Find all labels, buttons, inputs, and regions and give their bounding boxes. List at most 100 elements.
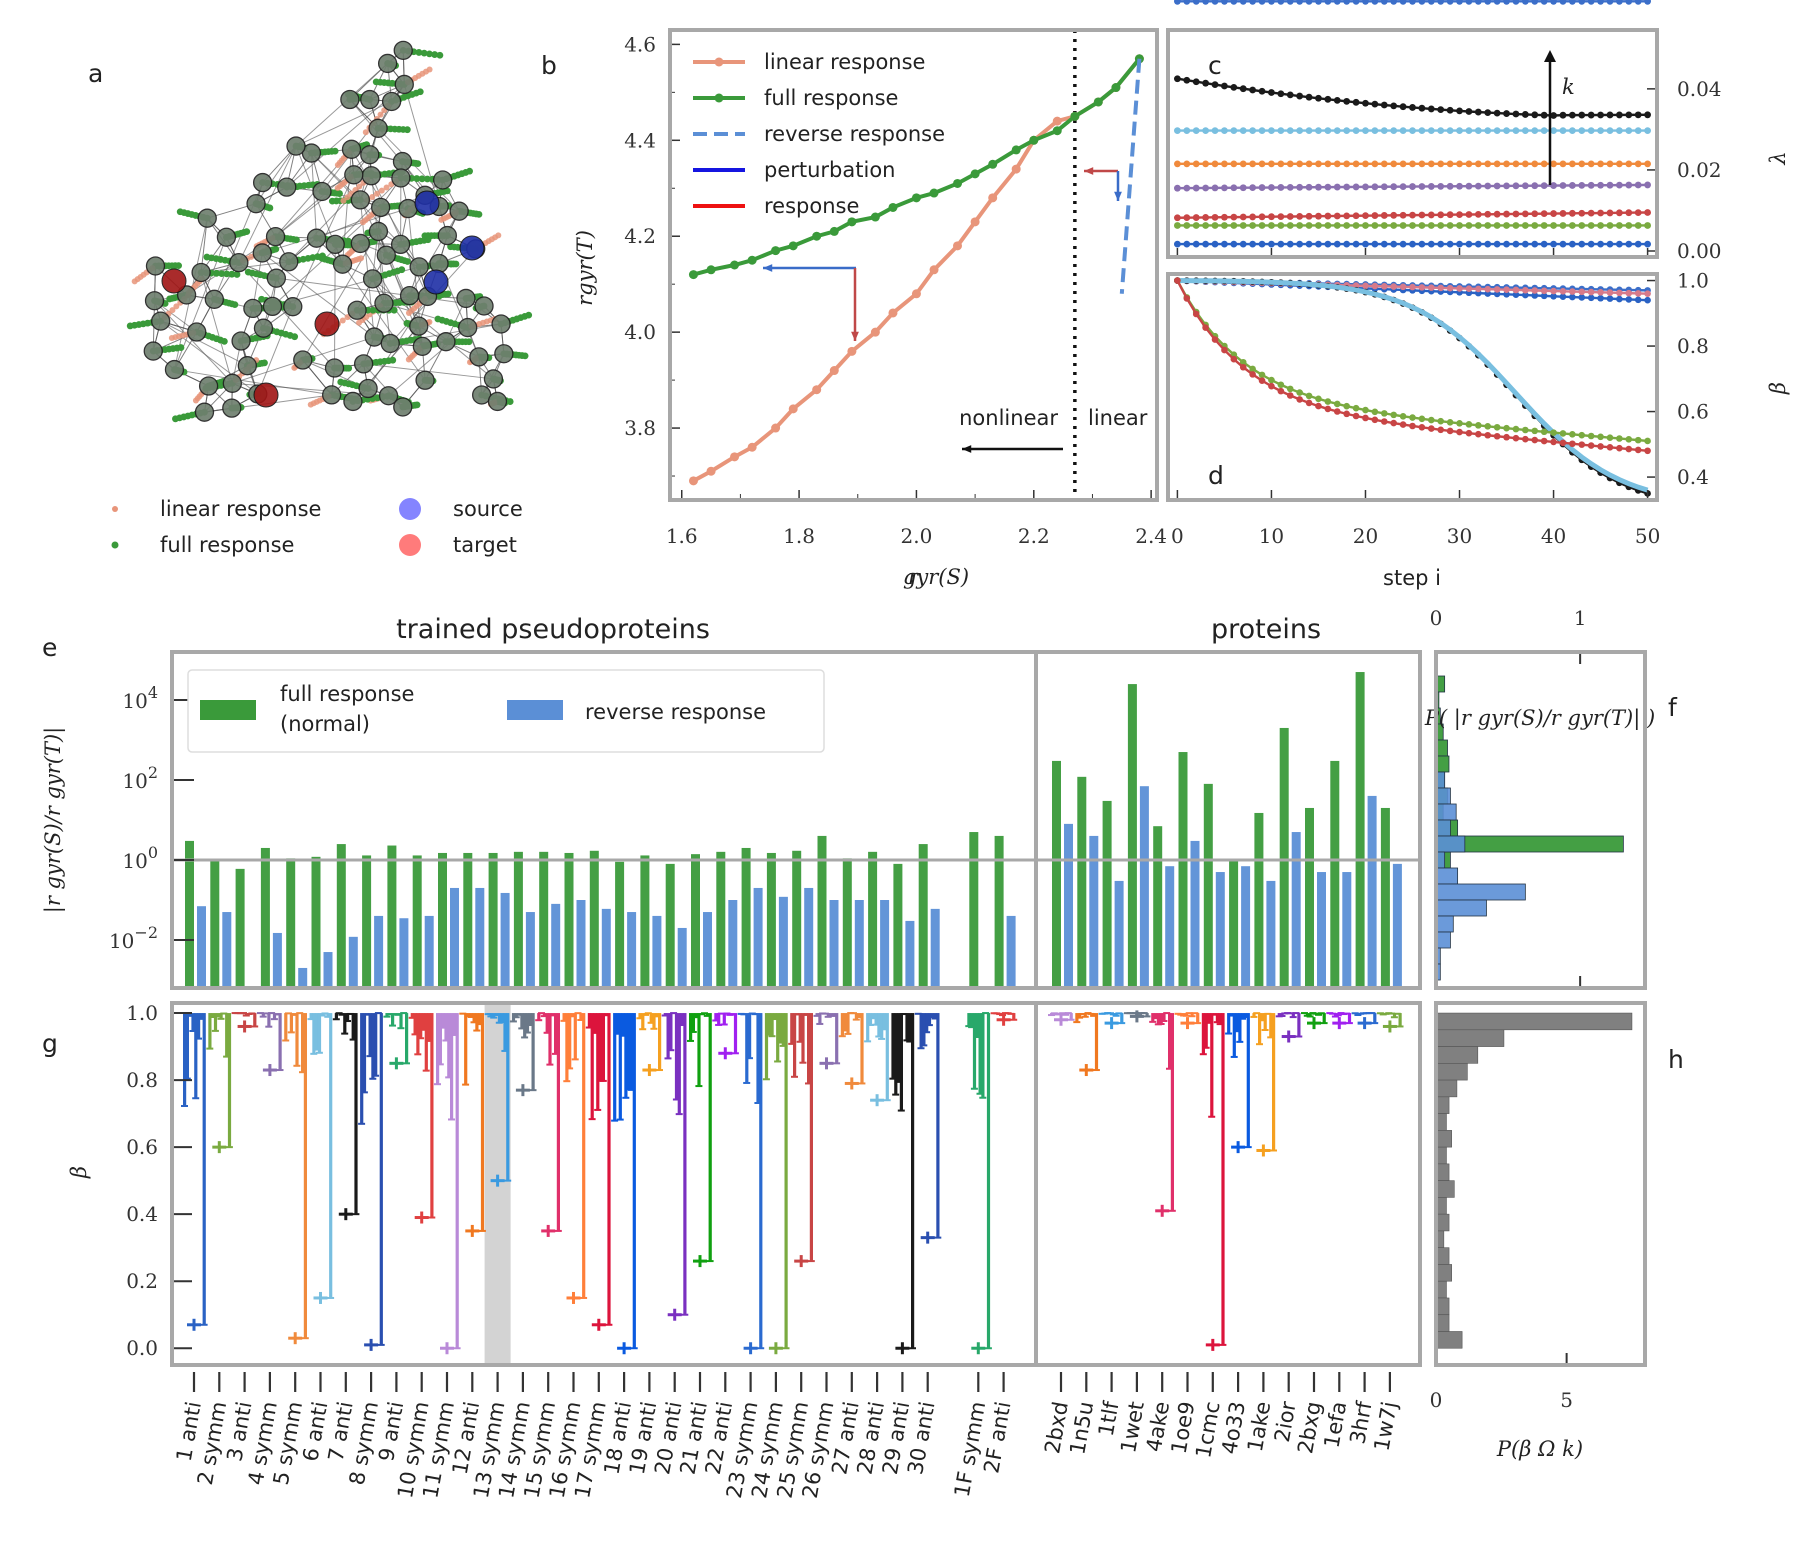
c-point [1286, 91, 1294, 99]
panel-h-chart: 0 5 P(β Ω k) [1430, 1001, 1647, 1461]
legend-full-label: full response [160, 533, 294, 557]
g-bar [272, 1013, 277, 1020]
d-point [1522, 426, 1529, 434]
g-bar [922, 1013, 926, 1046]
e-ytick-exponent: 2 [148, 763, 158, 782]
g-ytick-label: 0.6 [126, 1135, 158, 1159]
c-point [1550, 127, 1557, 135]
c-point [1644, 240, 1651, 248]
panel-a-legend: linear response full response source tar… [111, 497, 523, 557]
g-bar [436, 1013, 440, 1085]
d-point [1249, 365, 1256, 373]
c-point [1399, 160, 1407, 168]
c-point [1221, 82, 1228, 90]
network-node [198, 376, 219, 396]
g-bar [908, 1013, 912, 1042]
network-node [469, 347, 489, 367]
d-point [1343, 410, 1350, 418]
d-point [1578, 288, 1586, 296]
b-legend-marker [714, 57, 724, 67]
c-point [1644, 111, 1651, 119]
g-bar [708, 1013, 712, 1262]
full-trail-point [369, 306, 377, 314]
d-point [1634, 296, 1642, 304]
d-point [1540, 437, 1548, 445]
d-point [1465, 285, 1473, 292]
g-bar [798, 1013, 802, 1042]
c-point [1446, 222, 1454, 229]
d-point [1362, 282, 1369, 290]
full-trail-point [258, 295, 265, 303]
c-point [1644, 0, 1651, 5]
c-point [1390, 211, 1398, 219]
g-bar [1156, 1013, 1160, 1025]
c-point [1249, 184, 1257, 192]
c-point [1268, 213, 1275, 221]
g-bar [497, 1013, 501, 1023]
e-bar-reverse [298, 967, 308, 988]
d-point [1221, 346, 1228, 354]
c-point [1333, 160, 1341, 168]
c-point [1183, 240, 1191, 248]
c-point [1268, 240, 1275, 248]
network-node [364, 327, 384, 347]
c-point [1380, 222, 1388, 229]
linear-trail-point [374, 190, 381, 197]
c-point [1174, 240, 1181, 248]
c-point [1211, 81, 1219, 89]
c-point [1644, 222, 1651, 229]
f-hist-bar [1435, 835, 1466, 853]
c-point [1258, 87, 1266, 95]
g-bar [784, 1013, 788, 1349]
d-point [1493, 432, 1501, 440]
d-series-line [1177, 278, 1649, 493]
d-point [1324, 405, 1332, 413]
network-node [374, 293, 394, 313]
c-point [1192, 240, 1200, 248]
e-ytick-label: 100 [122, 843, 158, 873]
g-bar [1291, 1013, 1295, 1018]
d-point [1380, 418, 1388, 425]
network-node [194, 402, 215, 422]
c-point [1371, 160, 1379, 168]
e-bar-full [564, 852, 574, 988]
c-point [1362, 0, 1369, 5]
c-point [1202, 240, 1210, 248]
c-point [1465, 182, 1473, 190]
g-bar [1235, 1013, 1239, 1032]
c-point [1484, 210, 1492, 218]
c-point [1578, 222, 1586, 229]
legend-linear-marker [112, 506, 118, 512]
g-bar [317, 1013, 322, 1053]
linear-trail-point [340, 197, 347, 204]
legend-source-label: source [453, 497, 523, 521]
f-hist-bar [1435, 899, 1487, 917]
d-point [1211, 336, 1219, 343]
c-point [1211, 222, 1219, 229]
c-point [1362, 183, 1369, 191]
e-legend-reverse-label: reverse response [585, 700, 766, 724]
e-bar-full [1254, 812, 1264, 988]
c-point [1531, 160, 1539, 168]
g-bar [1092, 1013, 1096, 1016]
source-node [459, 235, 485, 261]
c-point [1230, 0, 1238, 5]
c-point [1484, 182, 1492, 190]
c-point [1437, 127, 1445, 135]
g-bar [978, 1013, 982, 1094]
b-point [847, 346, 857, 356]
d-point [1446, 284, 1454, 292]
c-point [1390, 102, 1398, 110]
g-bar [191, 1013, 195, 1032]
d-point [1503, 291, 1510, 298]
c-point [1418, 0, 1426, 5]
c-point [1503, 110, 1510, 117]
e-bar-full [286, 858, 296, 988]
c-point [1258, 240, 1266, 248]
c-point [1493, 240, 1501, 248]
e-bar-reverse [829, 900, 839, 988]
e-bar-reverse [1317, 872, 1326, 988]
c-point [1559, 222, 1567, 229]
d-point [1569, 440, 1576, 448]
c-point [1390, 0, 1398, 5]
